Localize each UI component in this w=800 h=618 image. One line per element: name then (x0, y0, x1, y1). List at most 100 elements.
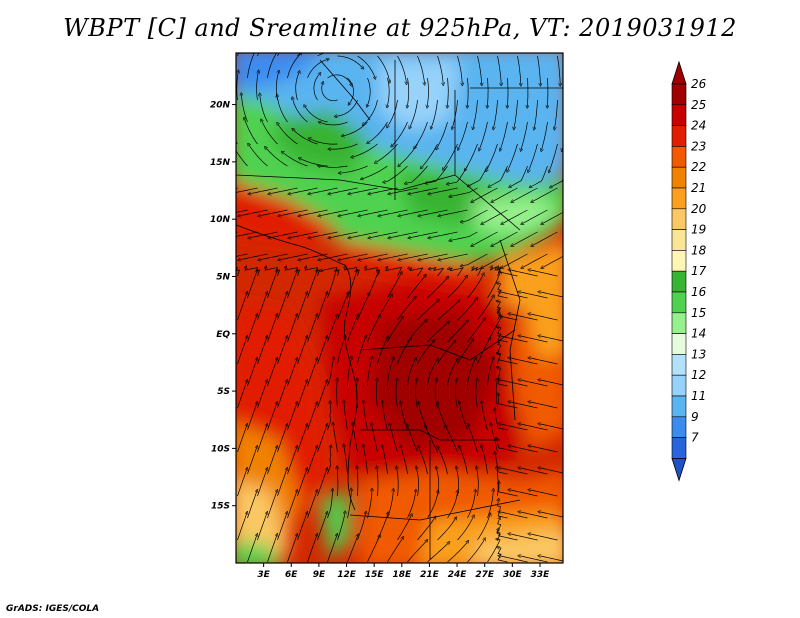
streamline (452, 99, 458, 128)
streamline (467, 359, 476, 387)
streamline (329, 231, 358, 238)
streamline (407, 275, 426, 299)
streamline (267, 535, 278, 563)
streamline (339, 253, 368, 260)
streamline (499, 482, 518, 497)
streamline (340, 165, 368, 173)
streamline (277, 337, 288, 365)
streamline (327, 535, 338, 563)
streamline (519, 336, 548, 343)
streamline (519, 468, 548, 475)
streamline (237, 337, 248, 365)
streamline (295, 72, 300, 101)
streamline (327, 358, 334, 387)
streamline (468, 425, 478, 453)
streamline (267, 359, 278, 387)
streamline (237, 381, 248, 409)
streamline (462, 209, 488, 222)
streamline (337, 379, 338, 409)
streamline (457, 299, 477, 321)
streamline (349, 231, 378, 238)
colorbar-label: 9 (691, 410, 699, 424)
streamline (237, 293, 248, 321)
streamline (491, 424, 498, 453)
streamline (347, 77, 354, 104)
streamline (499, 380, 528, 387)
streamline (359, 253, 388, 260)
streamline (502, 209, 528, 224)
streamline (317, 425, 328, 453)
streamline (337, 512, 346, 541)
streamline (307, 491, 318, 519)
streamline (363, 402, 368, 431)
streamline (277, 381, 288, 409)
lat-tick-label: 15N (210, 158, 231, 168)
streamline (337, 55, 363, 68)
streamline (437, 55, 444, 84)
colorbar-bottom-triangle (671, 457, 687, 482)
streamline (529, 446, 558, 453)
lat-tick-label: 10S (211, 444, 230, 454)
streamline (387, 77, 390, 107)
streamline (244, 119, 258, 145)
streamline (317, 337, 328, 365)
streamline (237, 53, 239, 57)
streamline (399, 253, 428, 260)
streamline (357, 55, 376, 78)
streamline (236, 187, 238, 189)
streamline (514, 99, 518, 129)
streamline (319, 166, 348, 167)
lat-tick-label: 5S (217, 387, 230, 397)
streamline (519, 380, 548, 387)
streamline (277, 469, 288, 497)
streamline (396, 379, 397, 409)
streamline (416, 379, 418, 409)
map-title: WBPT [C] and Sreamline at 925hPa, VT: 20… (63, 14, 737, 42)
streamline (247, 447, 258, 475)
streamline (437, 341, 455, 365)
streamline (317, 293, 328, 321)
streamline (377, 55, 390, 82)
colorbar-swatch (671, 333, 687, 355)
colorbar-label: 11 (691, 389, 706, 403)
streamline (344, 267, 360, 277)
streamline (267, 315, 278, 343)
streamline (236, 231, 238, 233)
streamline (446, 426, 458, 453)
streamline (497, 439, 518, 453)
streamline (529, 270, 558, 277)
streamline (236, 209, 248, 213)
streamline (419, 209, 448, 216)
colorbar-label: 17 (691, 264, 707, 278)
streamline (542, 211, 563, 224)
streamline (567, 78, 568, 107)
streamline (437, 301, 459, 321)
streamline (237, 513, 248, 541)
streamline (249, 187, 278, 194)
colorbar-label: 25 (691, 98, 706, 112)
streamline (529, 358, 558, 365)
streamline (477, 514, 491, 541)
streamline (399, 209, 428, 216)
streamline (297, 469, 308, 497)
longitude-axis: 3E 6E 9E 12E 15E 18E 21E 24E 27E 30E 33E (257, 563, 550, 580)
streamline (365, 267, 381, 277)
lon-tick-label: 3E (257, 570, 270, 580)
streamline (357, 513, 367, 541)
streamline (282, 152, 308, 167)
streamline (333, 424, 338, 453)
streamline (387, 99, 398, 127)
streamline (431, 99, 438, 128)
streamline (465, 143, 478, 170)
streamline (492, 231, 518, 246)
streamline (555, 99, 558, 129)
streamline (257, 425, 268, 453)
streamline (247, 315, 258, 343)
streamline (502, 253, 528, 268)
streamline (239, 253, 268, 260)
streamline (337, 293, 348, 321)
streamline (489, 165, 508, 187)
streamline (473, 99, 478, 128)
streamline (457, 516, 474, 541)
streamline (237, 71, 239, 101)
